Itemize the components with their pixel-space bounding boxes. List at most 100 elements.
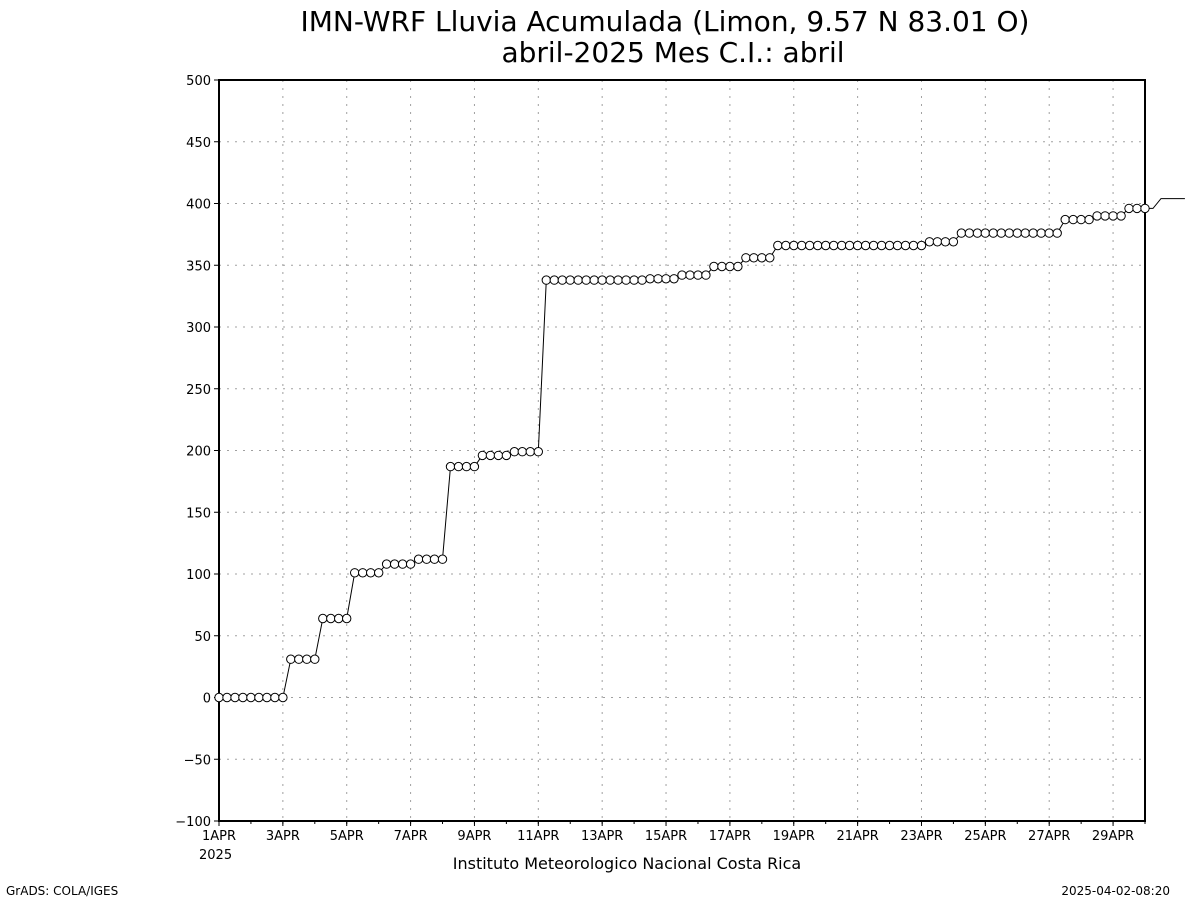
- y-tick-label: 350: [186, 259, 211, 274]
- data-point: [821, 240, 831, 251]
- data-point: [230, 692, 240, 703]
- data-point: [605, 275, 615, 285]
- data-point: [868, 240, 879, 251]
- data-point: [613, 275, 623, 285]
- data-point: [709, 261, 719, 272]
- data-point: [549, 275, 559, 285]
- data-point: [964, 228, 975, 238]
- series-markers: [214, 203, 1150, 703]
- data-point: [1012, 228, 1022, 238]
- data-point: [573, 275, 583, 285]
- data-point: [932, 237, 943, 247]
- data-point: [852, 240, 863, 251]
- y-tick-label: 0: [203, 692, 211, 707]
- data-point: [1124, 203, 1134, 214]
- data-point: [972, 228, 983, 238]
- data-point: [789, 240, 799, 251]
- data-point: [413, 554, 424, 564]
- data-point: [509, 447, 520, 457]
- data-point: [1028, 228, 1038, 238]
- data-point: [1116, 211, 1126, 221]
- data-point: [541, 275, 551, 285]
- data-point: [533, 447, 543, 457]
- y-tick-label: 300: [186, 321, 211, 336]
- data-point: [493, 450, 504, 461]
- x-tick-label: 29APR: [1092, 829, 1134, 844]
- data-point: [749, 253, 759, 263]
- data-point: [1052, 228, 1062, 238]
- data-point: [669, 274, 679, 284]
- data-point: [397, 559, 408, 569]
- y-tick-label: 400: [186, 198, 211, 213]
- data-point: [597, 275, 607, 285]
- data-point: [485, 450, 496, 461]
- data-point: [741, 253, 751, 263]
- data-point: [469, 461, 480, 472]
- data-point: [621, 275, 631, 285]
- data-point: [653, 274, 663, 284]
- data-point: [254, 692, 264, 703]
- x-tick-label: 11APR: [517, 829, 559, 844]
- x-tick-label: 1APR: [202, 829, 236, 844]
- data-point: [1004, 228, 1014, 238]
- data-point: [781, 240, 791, 251]
- data-point: [445, 461, 456, 472]
- data-point: [381, 559, 392, 569]
- data-point: [358, 568, 368, 578]
- data-point: [453, 461, 464, 472]
- data-point: [629, 275, 639, 285]
- data-point: [302, 654, 312, 664]
- data-point: [557, 275, 567, 285]
- data-point: [222, 692, 232, 703]
- x-tick-labels: 1APR 3APR 5APR 7APR 9APR 11APR 13APR 15APR 17APR…: [202, 829, 1134, 844]
- x-tick-label: 9APR: [457, 829, 491, 844]
- data-point: [294, 654, 304, 664]
- data-point: [389, 559, 400, 569]
- data-point: [1132, 203, 1142, 214]
- data-point: [437, 554, 448, 564]
- data-point: [829, 240, 839, 251]
- y-tick-label: −50: [184, 753, 211, 768]
- y-tick-label: 100: [186, 568, 211, 583]
- data-point: [805, 240, 815, 251]
- data-point: [366, 568, 376, 578]
- data-point: [270, 692, 280, 703]
- data-point: [717, 261, 727, 272]
- data-point: [685, 270, 695, 280]
- data-point: [1020, 228, 1031, 238]
- credit-left: GrADS: COLA/IGES: [6, 884, 118, 898]
- year-label: 2025: [199, 848, 232, 863]
- data-point: [461, 461, 472, 472]
- data-point: [342, 613, 352, 624]
- data-point: [214, 692, 224, 703]
- data-point: [645, 274, 655, 284]
- data-point: [940, 237, 951, 247]
- data-point: [262, 692, 272, 703]
- data-point: [246, 692, 256, 703]
- data-point: [374, 568, 384, 578]
- x-tick-label: 21APR: [836, 829, 878, 844]
- x-tick-label: 25APR: [964, 829, 1006, 844]
- data-point: [661, 274, 671, 284]
- data-point: [677, 270, 687, 280]
- data-point: [1036, 228, 1046, 238]
- x-tick-label: 17APR: [709, 829, 751, 844]
- grid-lines: [219, 80, 1145, 821]
- y-tick-label: 50: [194, 630, 211, 645]
- data-point: [517, 447, 527, 457]
- data-point: [844, 240, 855, 251]
- data-point: [813, 240, 823, 251]
- data-point: [501, 450, 512, 461]
- data-point: [1108, 211, 1118, 221]
- data-point: [757, 253, 767, 263]
- data-point: [318, 613, 328, 624]
- data-point: [1084, 214, 1094, 225]
- axes: [214, 79, 1146, 826]
- data-point: [701, 270, 711, 280]
- credit-right: 2025-04-02-08:20: [1061, 884, 1170, 898]
- plot-frame: [218, 79, 1146, 822]
- y-tick-label: 450: [186, 136, 211, 151]
- data-point: [860, 240, 871, 251]
- data-point: [286, 654, 296, 664]
